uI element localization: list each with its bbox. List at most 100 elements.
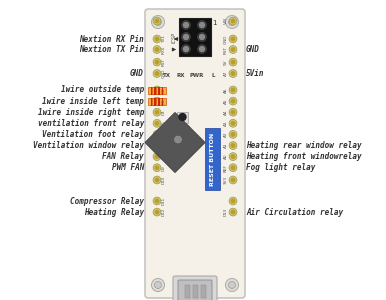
Bar — [152, 98, 162, 105]
Circle shape — [183, 46, 188, 52]
Text: D3: D3 — [162, 98, 166, 104]
Circle shape — [181, 32, 191, 41]
Circle shape — [229, 86, 237, 94]
Circle shape — [153, 153, 161, 160]
Circle shape — [153, 130, 161, 138]
Circle shape — [198, 44, 207, 53]
Circle shape — [153, 70, 161, 77]
Circle shape — [153, 119, 161, 127]
Circle shape — [229, 97, 237, 105]
Circle shape — [229, 197, 237, 205]
Text: D6: D6 — [162, 131, 166, 137]
Circle shape — [151, 278, 164, 292]
Text: Ventilation foot relay: Ventilation foot relay — [42, 130, 144, 139]
Circle shape — [183, 22, 188, 28]
Circle shape — [231, 37, 235, 41]
Circle shape — [231, 166, 235, 169]
Circle shape — [231, 133, 235, 136]
Circle shape — [231, 122, 235, 125]
Circle shape — [155, 133, 159, 136]
Text: RST: RST — [224, 46, 228, 53]
Text: GND: GND — [162, 69, 166, 78]
Circle shape — [229, 35, 237, 43]
Text: D4: D4 — [162, 110, 166, 115]
Text: Ventilation window relay: Ventilation window relay — [33, 141, 144, 150]
Text: A2: A2 — [224, 132, 228, 137]
Circle shape — [155, 210, 159, 214]
Text: TX: TX — [163, 74, 171, 78]
Circle shape — [229, 46, 237, 53]
Circle shape — [155, 178, 159, 182]
Circle shape — [153, 86, 161, 94]
Circle shape — [181, 44, 191, 53]
Circle shape — [229, 142, 237, 149]
Circle shape — [179, 113, 186, 121]
Text: D5: D5 — [162, 120, 166, 126]
Circle shape — [200, 22, 205, 28]
Text: D13: D13 — [224, 208, 228, 216]
Text: 5Vin: 5Vin — [246, 69, 264, 78]
Circle shape — [229, 19, 235, 26]
Circle shape — [155, 144, 159, 147]
Circle shape — [229, 58, 237, 66]
Circle shape — [155, 99, 159, 103]
Circle shape — [155, 19, 159, 23]
Circle shape — [153, 197, 161, 205]
Text: D11: D11 — [162, 197, 166, 205]
Circle shape — [198, 32, 207, 41]
Circle shape — [231, 210, 235, 214]
Circle shape — [229, 208, 237, 216]
Text: Nextion TX Pin: Nextion TX Pin — [79, 45, 144, 54]
Text: RST: RST — [162, 58, 166, 66]
Circle shape — [154, 19, 161, 26]
Circle shape — [200, 34, 205, 40]
Text: Nextion RX Pin: Nextion RX Pin — [79, 34, 144, 43]
Text: PWR: PWR — [190, 74, 204, 78]
Text: 3V3: 3V3 — [224, 176, 228, 184]
Circle shape — [155, 122, 159, 125]
Circle shape — [231, 178, 235, 182]
Text: D9: D9 — [162, 165, 166, 171]
Circle shape — [153, 208, 161, 216]
Circle shape — [155, 155, 159, 158]
Bar — [148, 86, 158, 94]
Text: Heating Relay: Heating Relay — [84, 208, 144, 217]
Text: Fog light relay: Fog light relay — [246, 163, 315, 172]
Text: Heating rear window relay: Heating rear window relay — [246, 141, 362, 150]
Text: Heating front windowrelay: Heating front windowrelay — [246, 152, 362, 161]
Circle shape — [229, 108, 237, 116]
Text: RESET BUTTON: RESET BUTTON — [210, 132, 215, 186]
Text: 1wire inside right temp: 1wire inside right temp — [37, 108, 144, 117]
Text: D8: D8 — [162, 154, 166, 160]
Text: Compressor Relay: Compressor Relay — [70, 196, 144, 206]
Circle shape — [231, 48, 235, 51]
Text: D7: D7 — [162, 142, 166, 148]
Circle shape — [229, 176, 237, 184]
Text: FAN Relay: FAN Relay — [102, 152, 144, 161]
Text: RX0: RX0 — [162, 45, 166, 54]
Bar — [193, 285, 198, 298]
Circle shape — [153, 164, 161, 172]
Circle shape — [231, 60, 235, 64]
Circle shape — [155, 199, 159, 203]
Circle shape — [184, 125, 190, 131]
Bar — [185, 285, 190, 298]
Circle shape — [229, 130, 237, 138]
Circle shape — [231, 110, 235, 114]
Circle shape — [231, 19, 235, 23]
Circle shape — [151, 16, 164, 28]
Circle shape — [200, 46, 205, 52]
Text: A1: A1 — [224, 143, 228, 148]
Text: 5V: 5V — [224, 59, 228, 65]
Text: PWM FAN: PWM FAN — [112, 163, 144, 172]
Circle shape — [153, 108, 161, 116]
Text: 1: 1 — [212, 20, 217, 26]
Circle shape — [231, 88, 235, 92]
Circle shape — [198, 20, 207, 29]
Bar — [148, 98, 158, 105]
Text: VIN: VIN — [224, 17, 228, 25]
Circle shape — [229, 153, 237, 160]
Text: A7: A7 — [224, 71, 228, 76]
Circle shape — [229, 164, 237, 172]
Circle shape — [155, 110, 159, 114]
